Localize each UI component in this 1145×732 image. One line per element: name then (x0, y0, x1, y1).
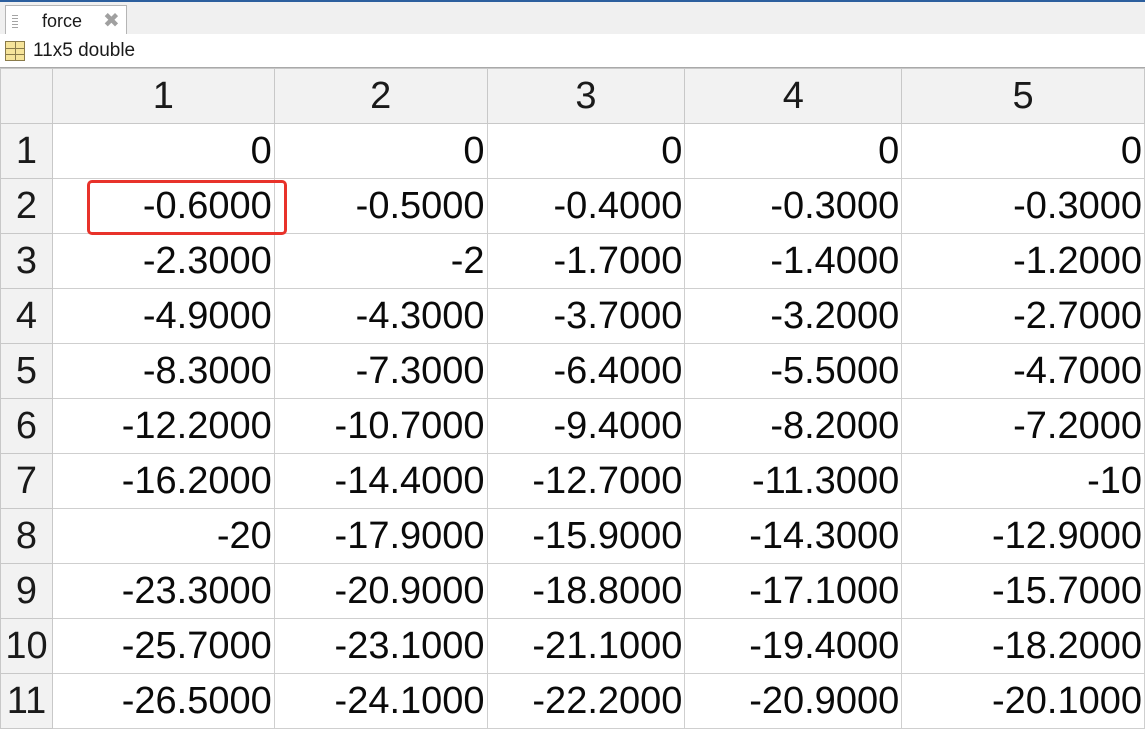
column-header-3[interactable]: 3 (486, 68, 686, 124)
cell-r10-c1[interactable]: -25.7000 (51, 618, 275, 674)
cell-r5-c2[interactable]: -7.3000 (273, 343, 488, 399)
variable-tab-bar: force ✖ (0, 0, 1145, 36)
cell-r11-c4[interactable]: -20.9000 (684, 673, 903, 729)
table-row: 9 -23.3000 -20.9000 -18.8000 -17.1000 -15.700… (0, 563, 1145, 619)
row-header-5[interactable]: 5 (0, 343, 53, 399)
row-header-1[interactable]: 1 (0, 123, 53, 179)
cell-r6-c1[interactable]: -12.2000 (51, 398, 275, 454)
column-header-2[interactable]: 2 (273, 68, 488, 124)
column-header-5[interactable]: 5 (901, 68, 1145, 124)
cell-r4-c3[interactable]: -3.7000 (486, 288, 686, 344)
tab-label: force (42, 11, 83, 31)
cell-r10-c2[interactable]: -23.1000 (273, 618, 488, 674)
cell-r2-c1[interactable]: -0.6000 (51, 178, 288, 236)
cell-r10-c3[interactable]: -21.1000 (486, 618, 686, 674)
variable-dimensions: 11x5 double (33, 40, 136, 61)
cell-r5-c1[interactable]: -8.3000 (51, 343, 275, 399)
close-icon[interactable]: ✖ (103, 10, 120, 32)
cell-r9-c4[interactable]: -17.1000 (684, 563, 903, 619)
corner-cell[interactable] (0, 68, 53, 124)
table-row: 11 -26.5000 -24.1000 -22.2000 -20.9000 -20.10… (0, 673, 1145, 729)
cell-r7-c2[interactable]: -14.4000 (273, 453, 488, 509)
table-row: 7 -16.2000 -14.4000 -12.7000 -11.3000 -10 (0, 453, 1145, 509)
cell-r6-c4[interactable]: -8.2000 (684, 398, 903, 454)
cell-r2-c5[interactable]: -0.3000 (901, 178, 1145, 234)
cell-r3-c5[interactable]: -1.2000 (901, 233, 1145, 289)
cell-r9-c2[interactable]: -20.9000 (273, 563, 488, 619)
cell-r2-c2[interactable]: -0.5000 (273, 178, 488, 234)
cell-r4-c1[interactable]: -4.9000 (51, 288, 275, 344)
row-header-8[interactable]: 8 (0, 508, 53, 564)
cell-r7-c3[interactable]: -12.7000 (486, 453, 686, 509)
cell-r11-c1[interactable]: -26.5000 (51, 673, 275, 729)
cell-r11-c3[interactable]: -22.2000 (486, 673, 686, 729)
cell-r4-c4[interactable]: -3.2000 (684, 288, 903, 344)
cell-r1-c3[interactable]: 0 (486, 123, 686, 179)
cell-r9-c1[interactable]: -23.3000 (51, 563, 275, 619)
cell-r1-c4[interactable]: 0 (684, 123, 903, 179)
cell-r8-c4[interactable]: -14.3000 (684, 508, 903, 564)
column-header-4[interactable]: 4 (684, 68, 903, 124)
cell-r1-c1[interactable]: 0 (51, 123, 275, 179)
cell-r7-c5[interactable]: -10 (901, 453, 1145, 509)
row-header-6[interactable]: 6 (0, 398, 53, 454)
cell-r5-c4[interactable]: -5.5000 (684, 343, 903, 399)
column-header-1[interactable]: 1 (51, 68, 275, 124)
cell-r7-c1[interactable]: -16.2000 (51, 453, 275, 509)
cell-r8-c5[interactable]: -12.9000 (901, 508, 1145, 564)
table-row: 8 -20 -17.9000 -15.9000 -14.3000 -12.9000 (0, 508, 1145, 564)
cell-r1-c5[interactable]: 0 (901, 123, 1145, 179)
cell-r8-c1[interactable]: -20 (51, 508, 275, 564)
cell-r8-c2[interactable]: -17.9000 (273, 508, 488, 564)
cell-r9-c5[interactable]: -15.7000 (901, 563, 1145, 619)
table-row: 6 -12.2000 -10.7000 -9.4000 -8.2000 -7.2000 (0, 398, 1145, 454)
drag-grip-icon[interactable] (12, 15, 18, 29)
cell-r7-c4[interactable]: -11.3000 (684, 453, 903, 509)
table-row: 10 -25.7000 -23.1000 -21.1000 -19.4000 -18.20… (0, 618, 1145, 674)
cell-r9-c3[interactable]: -18.8000 (486, 563, 686, 619)
table-row: 2 -0.6000 -0.5000 -0.4000 -0.3000 -0.3000 (0, 178, 1145, 236)
table-grid-icon (5, 41, 25, 61)
cell-r11-c5[interactable]: -20.1000 (901, 673, 1145, 729)
cell-r6-c2[interactable]: -10.7000 (273, 398, 488, 454)
cell-r2-c4[interactable]: -0.3000 (684, 178, 903, 234)
cell-r8-c3[interactable]: -15.9000 (486, 508, 686, 564)
cell-r10-c5[interactable]: -18.2000 (901, 618, 1145, 674)
cell-r4-c5[interactable]: -2.7000 (901, 288, 1145, 344)
row-header-3[interactable]: 3 (0, 233, 53, 289)
cell-r5-c5[interactable]: -4.7000 (901, 343, 1145, 399)
cell-r1-c2[interactable]: 0 (273, 123, 488, 179)
row-header-4[interactable]: 4 (0, 288, 53, 344)
cell-r6-c5[interactable]: -7.2000 (901, 398, 1145, 454)
cell-r3-c1[interactable]: -2.3000 (51, 233, 275, 289)
cell-r4-c2[interactable]: -4.3000 (273, 288, 488, 344)
tab-force[interactable]: force ✖ (5, 5, 127, 36)
cell-r3-c3[interactable]: -1.7000 (486, 233, 686, 289)
table-row: 3 -2.3000 -2 -1.7000 -1.4000 -1.2000 (0, 233, 1145, 289)
row-header-11[interactable]: 11 (0, 673, 53, 729)
cell-r3-c4[interactable]: -1.4000 (684, 233, 903, 289)
cell-r2-c3[interactable]: -0.4000 (486, 178, 686, 234)
row-header-7[interactable]: 7 (0, 453, 53, 509)
table-row: 4 -4.9000 -4.3000 -3.7000 -3.2000 -2.7000 (0, 288, 1145, 344)
cell-r3-c2[interactable]: -2 (273, 233, 488, 289)
row-header-10[interactable]: 10 (0, 618, 53, 674)
variable-info-bar: 11x5 double (0, 34, 1145, 68)
cell-r10-c4[interactable]: -19.4000 (684, 618, 903, 674)
row-header-2[interactable]: 2 (0, 178, 53, 234)
cell-r6-c3[interactable]: -9.4000 (486, 398, 686, 454)
cell-r11-c2[interactable]: -24.1000 (273, 673, 488, 729)
row-header-9[interactable]: 9 (0, 563, 53, 619)
cell-r5-c3[interactable]: -6.4000 (486, 343, 686, 399)
table-row: 5 -8.3000 -7.3000 -6.4000 -5.5000 -4.7000 (0, 343, 1145, 399)
